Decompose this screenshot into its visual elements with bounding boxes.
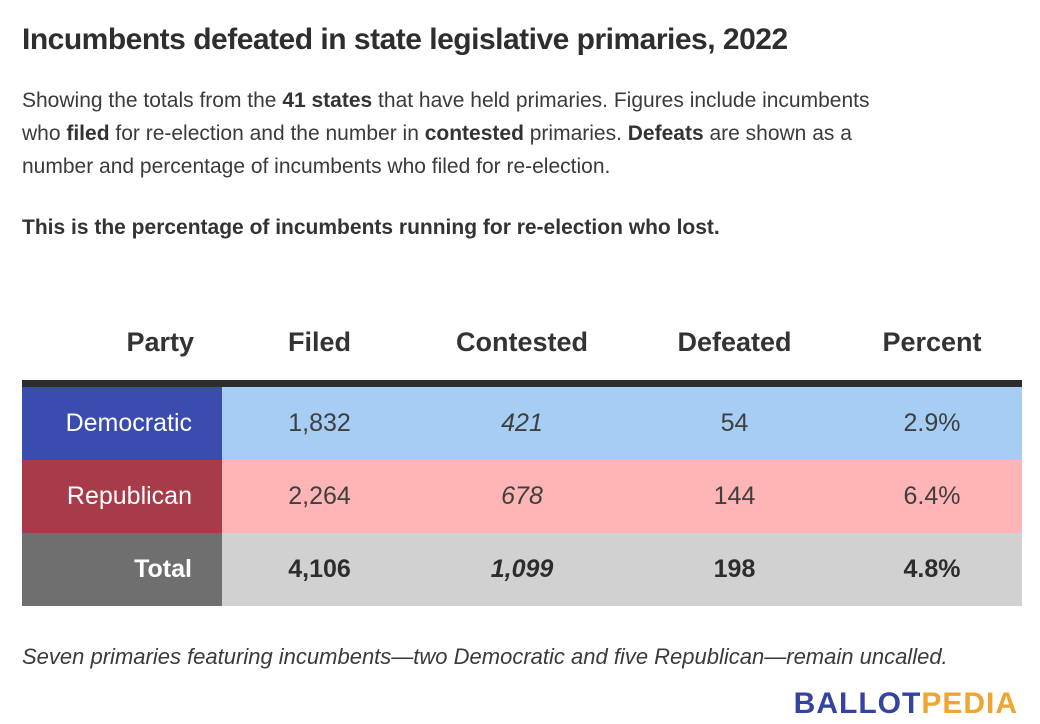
democratic-percent-value: 2.9% <box>842 383 1022 460</box>
democratic-contested-value: 421 <box>417 383 627 460</box>
footnote: Seven primaries featuring incumbents—two… <box>22 644 948 669</box>
republican-defeated-value: 144 <box>627 460 842 533</box>
total-percent-value: 4.8% <box>842 533 1022 606</box>
intro-line: who filed for re-election and the number… <box>22 122 852 145</box>
total-contested-value: 1,099 <box>417 533 627 606</box>
intro-paragraph: Showing the totals from the 41 states th… <box>22 84 1020 183</box>
table-row-total: Total 4,106 1,099 198 4.8% <box>22 533 1022 606</box>
republican-party-label: Republican <box>22 460 222 533</box>
total-defeated-value: 198 <box>627 533 842 606</box>
table-row-republican: Republican 2,264 678 144 6.4% <box>22 460 1022 533</box>
logo-ballot-text: BALLOT <box>793 687 922 720</box>
table-row-democratic: Democratic 1,832 421 54 2.9% <box>22 383 1022 460</box>
page-title: Incumbents defeated in state legislative… <box>22 23 788 56</box>
total-party-label: Total <box>22 533 222 606</box>
results-table: Party Filed Contested Defeated Percent D… <box>22 258 1022 606</box>
emphasis-note: This is the percentage of incumbents run… <box>22 216 720 239</box>
republican-contested-value: 678 <box>417 460 627 533</box>
column-header-filed: Filed <box>287 327 351 357</box>
logo-row: BALLOTPEDIA <box>22 687 1020 721</box>
table-header-row: Party Filed Contested Defeated Percent <box>22 258 1022 384</box>
total-filed-value: 4,106 <box>222 533 417 606</box>
column-header-contested: Contested <box>455 327 588 357</box>
intro-line: Showing the totals from the 41 states th… <box>22 89 870 112</box>
republican-filed-value: 2,264 <box>222 460 417 533</box>
democratic-filed-value: 1,832 <box>222 383 417 460</box>
ballotpedia-logo: BALLOTPEDIA <box>794 687 1018 720</box>
republican-percent-value: 6.4% <box>842 460 1022 533</box>
column-header-party: Party <box>126 327 194 357</box>
democratic-defeated-value: 54 <box>627 383 842 460</box>
democratic-party-label: Democratic <box>22 383 222 460</box>
column-header-percent: Percent <box>882 327 982 357</box>
column-header-defeated: Defeated <box>677 327 792 357</box>
intro-line: number and percentage of incumbents who … <box>22 155 611 178</box>
logo-pedia-text: PEDIA <box>921 687 1018 720</box>
